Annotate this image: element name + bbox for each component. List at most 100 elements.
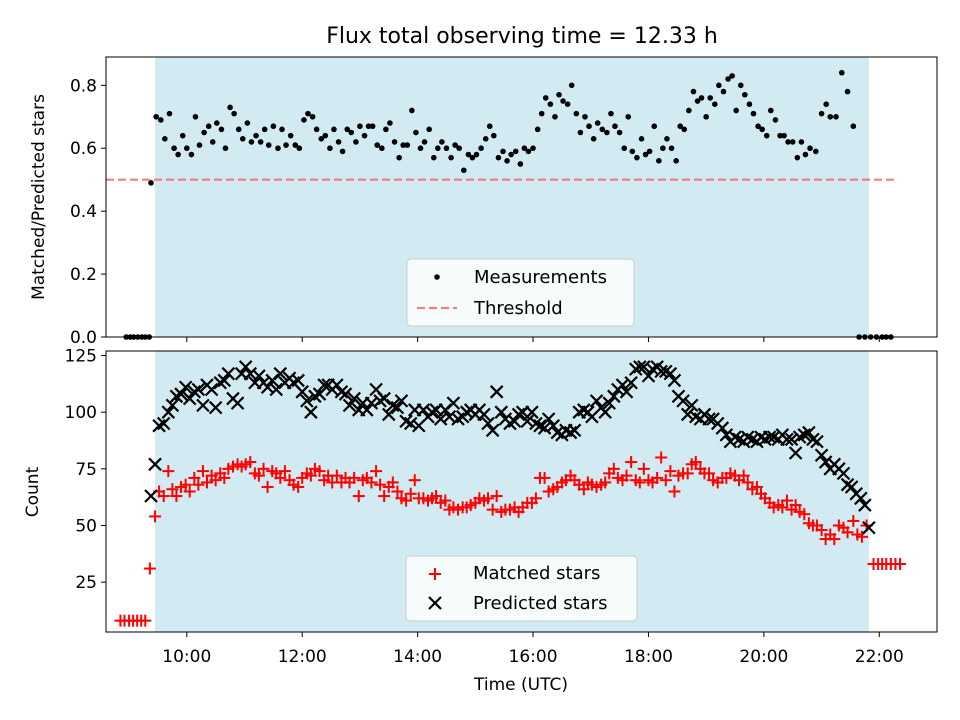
matched-stars-point [841, 526, 854, 539]
measurement-point [396, 154, 402, 161]
measurement-point [222, 145, 229, 152]
matched-stars-point [162, 465, 175, 478]
matched-stars-point [408, 474, 421, 487]
measurement-point [694, 98, 701, 104]
measurement-point [456, 145, 462, 152]
legend-label-predicted: Predicted stars [473, 593, 607, 614]
x-axis-ticks-top [186, 337, 880, 342]
measurement-point [681, 126, 688, 133]
measurement-point [369, 123, 376, 130]
predicted-stars-point [619, 385, 634, 399]
matched-stars-point [737, 469, 750, 482]
measurement-point [698, 95, 705, 101]
predicted-stars-point [602, 396, 616, 410]
matched-stars-point [651, 471, 664, 484]
measurement-point [798, 139, 805, 145]
matched-stars-point [668, 485, 681, 498]
y-tick-label: 100 [65, 403, 97, 423]
measurement-point [183, 145, 190, 152]
matched-stars-point [143, 562, 156, 575]
panel-counts: 25 50 75 100 125 10:00 12:00 14:00 16:00 18:00 20… [23, 347, 938, 695]
matched-stars-point [490, 490, 503, 503]
measurement-point [646, 148, 653, 155]
measurement-point [538, 110, 545, 117]
predicted-stars-point [304, 405, 318, 419]
predicted-stars-point [615, 378, 630, 392]
legend-label-measurements: Measurements [474, 267, 607, 288]
measurement-point [171, 145, 177, 152]
matched-stars-point [681, 467, 694, 480]
predicted-stars-point [144, 489, 158, 503]
predicted-stars-point [334, 385, 349, 399]
matched-stars-point [257, 462, 270, 475]
measurement-point [668, 145, 675, 152]
matched-stars-point [689, 456, 702, 469]
measurement-point [400, 142, 406, 148]
y-tick-label: 0.8 [70, 76, 97, 96]
matched-stars-point [386, 476, 399, 489]
matched-stars-point [538, 471, 551, 484]
predicted-stars-point [537, 421, 552, 435]
predicted-stars-point [204, 382, 219, 397]
matched-stars-point [577, 483, 590, 496]
measurement-point [789, 139, 796, 145]
predicted-stars-point [862, 520, 876, 535]
measurement-point [205, 123, 212, 130]
measurement-point [573, 110, 580, 117]
measurement-point [777, 132, 783, 139]
measurement-point [677, 123, 683, 130]
predicted-stars-point [780, 432, 794, 447]
matched-stars-point [750, 480, 763, 493]
measurement-point [656, 158, 662, 164]
predicted-stars-point [477, 407, 491, 422]
predicted-stars-point [854, 491, 868, 506]
predicted-stars-point [836, 466, 851, 481]
predicted-stars-point [269, 382, 284, 397]
measurement-point [590, 135, 597, 142]
predicted-stars-point [637, 360, 651, 374]
matched-stars-point [780, 494, 793, 507]
measurement-point [838, 69, 845, 76]
measurement-point [353, 139, 359, 145]
count-marks [114, 360, 907, 627]
y-tick-label: 0.0 [70, 328, 97, 348]
x-tick-label: 12:00 [278, 647, 327, 667]
predicted-stars-point [295, 385, 309, 399]
measurement-point [525, 148, 532, 155]
measurement-point [179, 132, 186, 139]
legend-bottom: Matched stars Predicted stars [405, 555, 638, 622]
predicted-stars-point [844, 480, 859, 494]
measurement-point [283, 142, 289, 148]
predicted-stars-point [520, 414, 535, 429]
matched-stars-point [482, 492, 495, 505]
measurement-point [547, 101, 554, 107]
measurement-point [660, 145, 666, 152]
measurement-point [642, 151, 649, 158]
predicted-stars-point [667, 373, 682, 388]
measurement-point [850, 123, 857, 130]
measurement-point [577, 129, 584, 136]
y-tick-label: 0.4 [70, 202, 97, 222]
measurement-point [568, 82, 575, 89]
measurement-point [153, 113, 160, 120]
matched-stars-point [183, 485, 196, 498]
predicted-stars-point [342, 398, 357, 413]
measurement-point [214, 120, 220, 126]
predicted-stars-point [715, 421, 730, 435]
measurement-point [365, 123, 372, 130]
predicted-stars-point [728, 430, 742, 444]
measurement-point [594, 120, 601, 126]
matched-stars-point [244, 456, 257, 469]
matched-stars-point [400, 494, 413, 507]
measurement-point [750, 110, 757, 117]
measurement-point [313, 126, 320, 133]
measurement-point [521, 145, 528, 152]
x-tick-label: 14:00 [393, 647, 442, 667]
matched-stars-point [352, 490, 365, 503]
measurement-point [404, 142, 411, 148]
measurement-point [768, 107, 774, 114]
matched-stars-point [209, 474, 222, 487]
predicted-stars-point [489, 385, 504, 399]
measurement-point [755, 123, 761, 130]
matched-stars-point [170, 490, 183, 503]
